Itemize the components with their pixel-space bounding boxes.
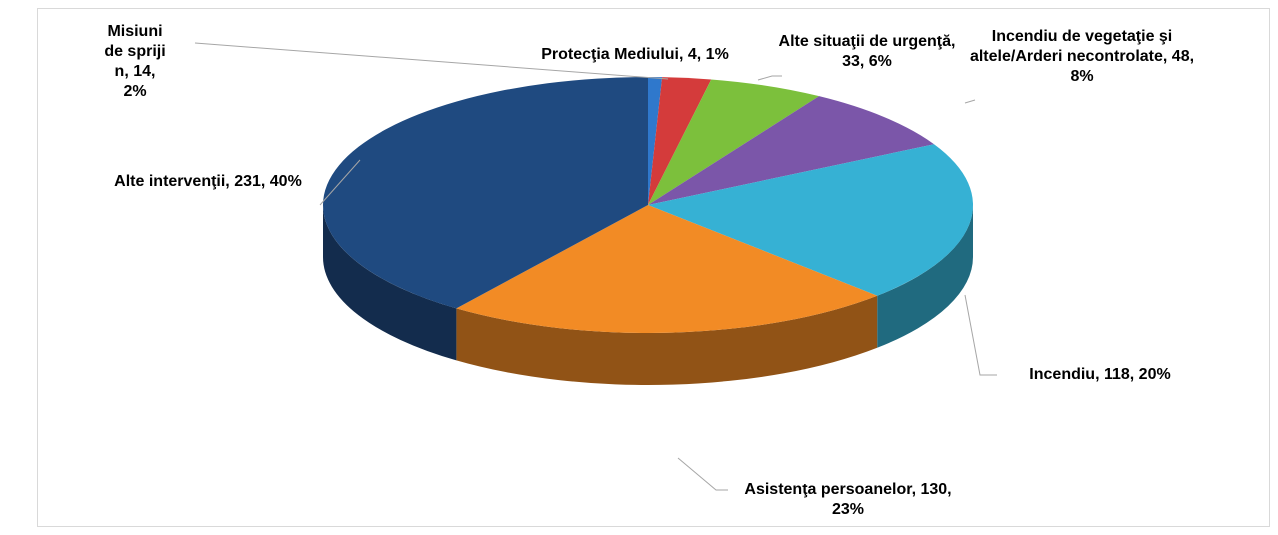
leader-line <box>319 159 361 206</box>
data-label: Alte situaţii de urgenţă, 33, 6% <box>778 33 956 70</box>
slice-side <box>323 205 457 361</box>
data-label: Incendiu, 118, 20% <box>1029 366 1171 383</box>
slice <box>648 79 820 205</box>
slice <box>648 96 935 205</box>
chart-frame <box>37 8 1270 527</box>
pie <box>322 77 973 386</box>
slice <box>456 205 878 333</box>
leader-line <box>964 294 997 376</box>
slice <box>648 77 712 205</box>
data-label: Misiuni de sprijin, 14, 2% <box>104 23 166 100</box>
data-label: Asistenţa persoanelor, 130, 23% <box>744 481 952 518</box>
leader-line <box>964 99 976 104</box>
data-label: Incendiu de vegetaţie şi altele/Arderi n… <box>969 28 1195 85</box>
leader-line <box>677 457 728 491</box>
slice <box>648 77 663 205</box>
slice-side <box>877 205 973 348</box>
leader-lines <box>194 42 997 491</box>
data-label: Protecţia Mediului, 4, 1% <box>541 46 729 63</box>
slice-side <box>456 295 878 386</box>
slice <box>322 77 648 309</box>
leader-line <box>757 75 782 81</box>
leader-line <box>194 42 669 80</box>
slice <box>648 144 973 296</box>
data-label: Alte intervenţii, 231, 40% <box>114 173 302 190</box>
